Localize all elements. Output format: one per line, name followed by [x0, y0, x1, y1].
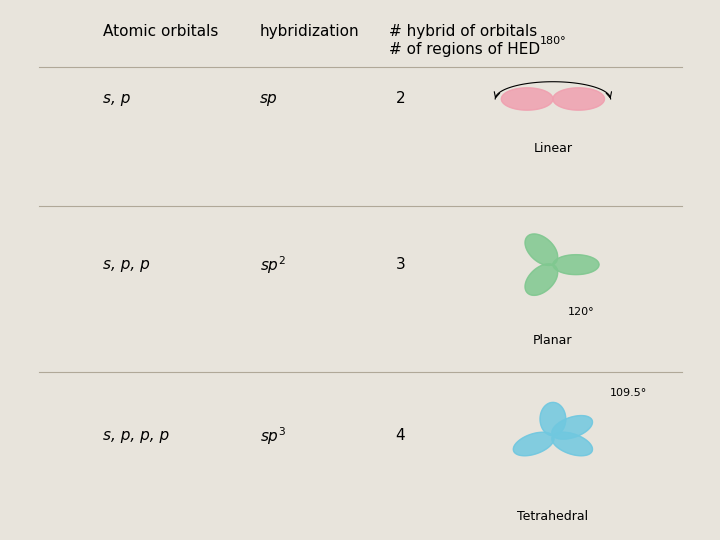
Text: 109.5°: 109.5°	[610, 388, 647, 398]
Polygon shape	[553, 88, 605, 110]
Text: 180°: 180°	[539, 36, 566, 45]
Polygon shape	[501, 88, 553, 110]
Text: 4: 4	[396, 428, 405, 443]
Polygon shape	[553, 255, 599, 275]
Polygon shape	[525, 264, 558, 295]
Text: hybridization: hybridization	[260, 24, 359, 39]
Polygon shape	[552, 416, 593, 439]
Text: $sp^2$: $sp^2$	[260, 254, 286, 275]
Text: s, p, p: s, p, p	[103, 257, 150, 272]
Text: Tetrahedral: Tetrahedral	[518, 510, 588, 523]
Text: s, p, p, p: s, p, p, p	[103, 428, 169, 443]
Text: 120°: 120°	[568, 307, 595, 318]
Polygon shape	[525, 234, 558, 266]
Polygon shape	[540, 402, 566, 436]
Text: $sp^3$: $sp^3$	[260, 425, 287, 447]
Text: # hybrid of orbitals
# of regions of HED: # hybrid of orbitals # of regions of HED	[389, 24, 540, 57]
Polygon shape	[552, 432, 593, 456]
Text: Planar: Planar	[533, 334, 572, 347]
Text: Linear: Linear	[534, 141, 572, 155]
Text: Atomic orbitals: Atomic orbitals	[103, 24, 218, 39]
Text: 2: 2	[396, 91, 405, 106]
Polygon shape	[513, 432, 554, 456]
Text: sp: sp	[260, 91, 278, 106]
Text: 3: 3	[396, 257, 405, 272]
Text: s, p: s, p	[103, 91, 130, 106]
